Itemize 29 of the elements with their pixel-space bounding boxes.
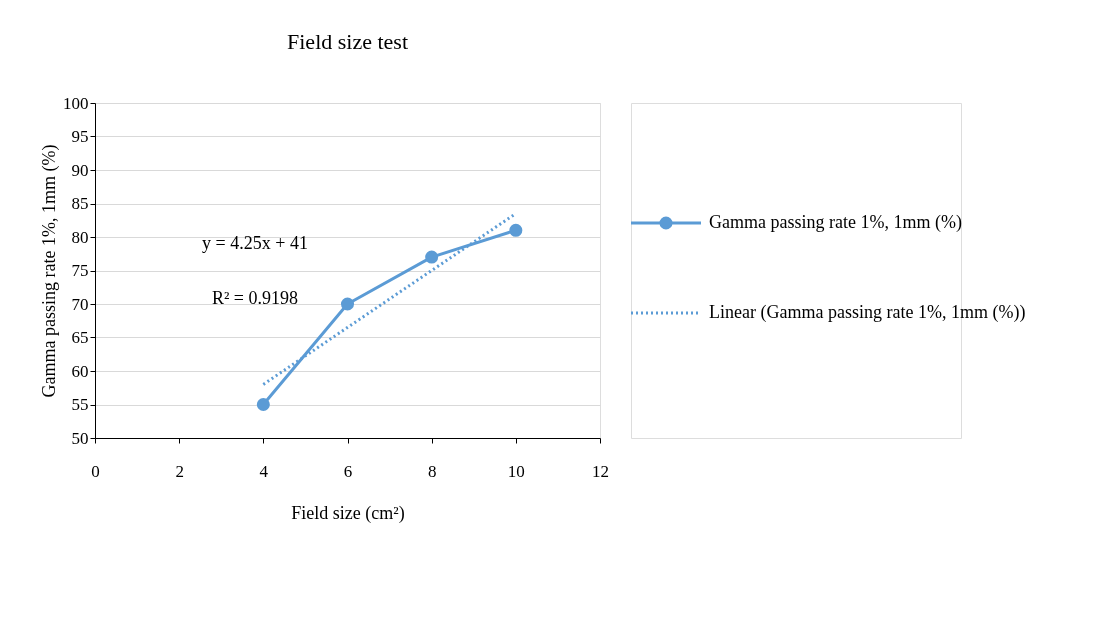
y-tick-label: 85 bbox=[71, 194, 89, 213]
x-tick-label: 2 bbox=[175, 461, 184, 481]
y-tick-label: 100 bbox=[63, 93, 89, 113]
annotation: R² = 0.9198 bbox=[211, 288, 299, 308]
x-tick-label: 12 bbox=[592, 461, 609, 481]
point bbox=[256, 397, 270, 412]
y-tick-label: 80 bbox=[71, 227, 89, 247]
point bbox=[509, 223, 523, 237]
y-tick-label: 65 bbox=[71, 328, 89, 347]
annotation: y = 4.25x + 41 bbox=[202, 233, 308, 253]
x-tick-label: 8 bbox=[427, 461, 437, 481]
x-tick-label: 6 bbox=[343, 461, 353, 481]
y-tick-label: 75 bbox=[71, 261, 89, 280]
legend-label: Linear (Gamma passing rate 1%, 1mm (%)) bbox=[709, 302, 1026, 323]
y-tick-label: 70 bbox=[71, 294, 89, 314]
y-tick-label: 60 bbox=[71, 361, 89, 381]
x-tick-label: 10 bbox=[507, 461, 525, 481]
y-tick-label: 55 bbox=[71, 395, 89, 414]
x-axis-title: Field size (cm²) bbox=[291, 502, 405, 524]
x-tick-label: 4 bbox=[259, 461, 269, 481]
y-axis-title: Gamma passing rate 1%, 1mm (%) bbox=[39, 144, 60, 398]
point bbox=[340, 297, 355, 311]
chart-title: Field size test bbox=[287, 29, 408, 54]
legend-label: Gamma passing rate 1%, 1mm (%) bbox=[709, 212, 962, 233]
y-tick-label: 95 bbox=[71, 127, 89, 146]
y-tick-label: 90 bbox=[71, 160, 89, 180]
y-tick-label: 50 bbox=[71, 428, 89, 448]
x-tick-label: 0 bbox=[91, 461, 100, 481]
point bbox=[425, 250, 439, 264]
